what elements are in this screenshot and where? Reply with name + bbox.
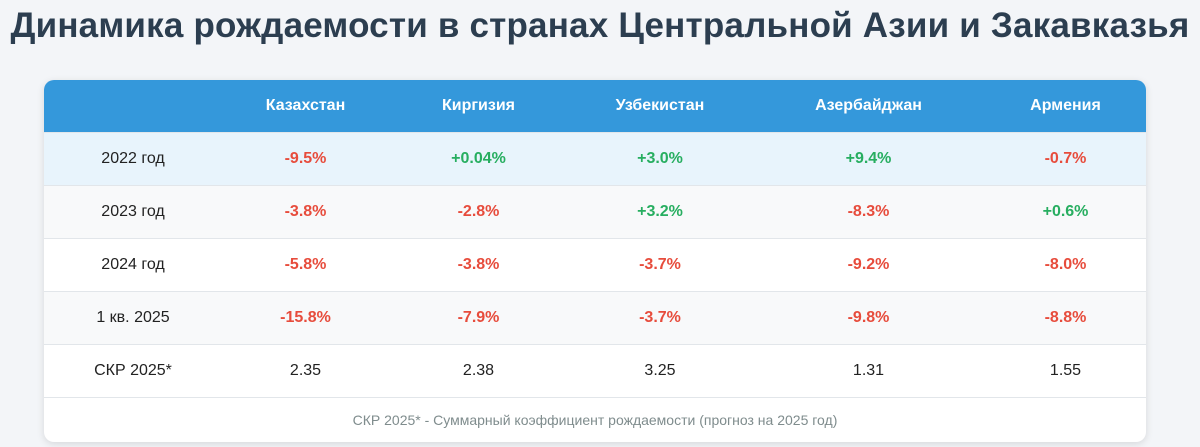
table-cell: +0.04% — [389, 132, 568, 186]
header-row: Казахстан Киргизия Узбекистан Азербайджан Ар… — [44, 80, 1146, 133]
table-cell: -3.7% — [568, 238, 752, 292]
table-cell: -7.9% — [389, 291, 568, 345]
table-cell: -3.7% — [568, 291, 752, 345]
row-label: 1 кв. 2025 — [44, 291, 222, 345]
table-cell: 1.55 — [985, 344, 1146, 397]
table: Казахстан Киргизия Узбекистан Азербайджан Ар… — [44, 80, 1146, 397]
page-title: Динамика рождаемости в странах Центральн… — [10, 6, 1190, 45]
table-cell: +9.4% — [752, 132, 985, 186]
table-cell: 2.35 — [222, 344, 389, 397]
table-cell: -2.8% — [389, 185, 568, 239]
row-label: СКР 2025* — [44, 344, 222, 397]
table-card: Казахстан Киргизия Узбекистан Азербайджан Ар… — [44, 80, 1146, 442]
column-header: Узбекистан — [568, 80, 752, 133]
table-cell: -8.3% — [752, 185, 985, 239]
table-cell: 1.31 — [752, 344, 985, 397]
table-cell: -9.8% — [752, 291, 985, 345]
table-cell: -0.7% — [985, 132, 1146, 186]
column-header: Азербайджан — [752, 80, 985, 133]
row-label: 2024 год — [44, 238, 222, 292]
table-row: СКР 2025* 2.35 2.38 3.25 1.31 1.55 — [44, 344, 1146, 397]
column-header: Казахстан — [222, 80, 389, 133]
table-cell: -9.5% — [222, 132, 389, 186]
table-cell: +3.0% — [568, 132, 752, 186]
column-header: Армения — [985, 80, 1146, 133]
table-cell: 3.25 — [568, 344, 752, 397]
column-header: Киргизия — [389, 80, 568, 133]
table-row: 1 кв. 2025 -15.8% -7.9% -3.7% -9.8% -8.8% — [44, 291, 1146, 345]
table-cell: -5.8% — [222, 238, 389, 292]
table-cell: -8.8% — [985, 291, 1146, 345]
row-label: 2022 год — [44, 132, 222, 186]
table-cell: +0.6% — [985, 185, 1146, 239]
table-row: 2024 год -5.8% -3.8% -3.7% -9.2% -8.0% — [44, 238, 1146, 292]
table-cell: 2.38 — [389, 344, 568, 397]
table-cell: -8.0% — [985, 238, 1146, 292]
table-row: 2022 год -9.5% +0.04% +3.0% +9.4% -0.7% — [44, 132, 1146, 186]
corner-cell — [44, 80, 222, 133]
table-row: 2023 год -3.8% -2.8% +3.2% -8.3% +0.6% — [44, 185, 1146, 239]
row-label: 2023 год — [44, 185, 222, 239]
table-cell: -3.8% — [389, 238, 568, 292]
table-cell: -3.8% — [222, 185, 389, 239]
table-cell: -9.2% — [752, 238, 985, 292]
table-cell: +3.2% — [568, 185, 752, 239]
footnote: СКР 2025* - Суммарный коэффициент рождае… — [44, 397, 1146, 442]
table-cell: -15.8% — [222, 291, 389, 345]
